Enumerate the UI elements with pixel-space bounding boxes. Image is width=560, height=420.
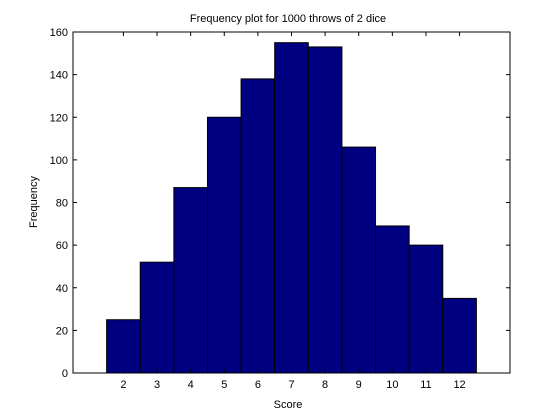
bar-5 [206,116,242,374]
bar-3 [139,261,175,374]
x-tick-label: 2 [120,379,126,391]
x-tick-label: 7 [288,379,294,391]
x-tick-label: 5 [221,379,227,391]
x-tick-label: 6 [255,379,261,391]
bar-6 [240,78,276,374]
x-tick-label: 9 [356,379,362,391]
bar-12 [442,297,477,374]
y-axis-label: Frequency [28,176,40,228]
plot-frame [72,31,511,374]
y-tick-label: 120 [50,112,68,124]
bar-10 [375,225,410,374]
y-tick-label: 140 [50,70,68,82]
bar-8 [307,46,343,374]
bar-9 [341,146,377,374]
x-tick-label: 10 [386,379,398,391]
x-tick-label: 3 [154,379,160,391]
x-tick-label: 12 [453,379,465,391]
bar-7 [274,42,309,374]
x-tick-label: 11 [420,379,431,391]
y-tick-label: 160 [50,27,68,39]
y-tick-label: 100 [50,155,68,167]
y-tick-label: 20 [56,325,68,337]
bars-group [106,42,477,374]
x-axis-label: Score [274,399,303,411]
y-tick-label: 40 [56,283,68,295]
chart-title: Frequency plot for 1000 throws of 2 dice [190,13,386,25]
y-tick-label: 0 [62,368,68,380]
y-tick-label: 80 [56,198,68,210]
y-tick-label: 60 [56,240,68,252]
bar-4 [173,187,208,374]
x-tick-label: 4 [188,379,194,391]
x-tick-label: 8 [322,379,328,391]
bar-2 [106,319,141,374]
bar-11 [408,244,444,374]
